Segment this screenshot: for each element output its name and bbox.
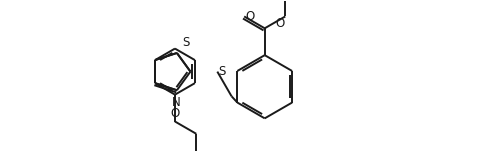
Text: O: O: [245, 10, 254, 23]
Text: S: S: [182, 36, 189, 49]
Text: N: N: [172, 96, 180, 109]
Text: O: O: [275, 17, 284, 30]
Text: O: O: [170, 107, 180, 120]
Text: S: S: [218, 65, 226, 78]
